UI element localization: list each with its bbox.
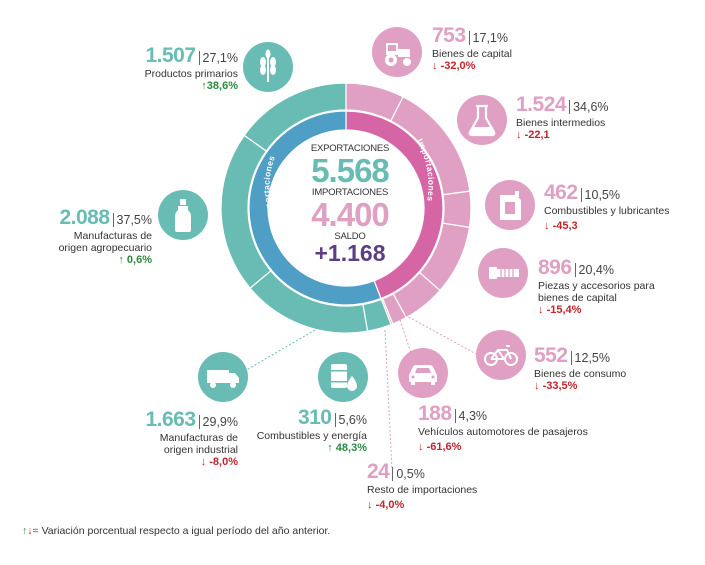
share: 34,6% (569, 100, 609, 114)
legend-text: Variación porcentual respecto a igual pe… (41, 525, 331, 537)
saldo-value: +1.168 (314, 240, 386, 266)
label-bienes-consumo: 552 12,5% Bienes de consumo ↓ -33,5% (534, 344, 626, 393)
value: 1.663 (145, 408, 196, 431)
share: 4,3% (454, 409, 488, 423)
label-vehiculos: 188 4,3% Vehículos automotores de pasajer… (418, 402, 588, 454)
wheat-icon (243, 42, 293, 92)
arrow-up-icon: ↑ (22, 525, 28, 537)
category-name: Combustibles y lubricantes (544, 205, 670, 218)
category-name-line1: Piezas y accesorios para (538, 280, 655, 293)
label-moi: 1.663 29,9% Manufacturas de origen indust… (130, 408, 238, 469)
label-combustibles-energia: 310 5,6% Combustibles y energía ↑ 48,3% (255, 406, 367, 455)
connector-line (404, 314, 479, 356)
truck-icon (198, 352, 248, 402)
arrow-down-icon: ↓ (367, 499, 376, 512)
share: 27,1% (198, 51, 238, 65)
label-productos-primarios: 1.507 27,1% Productos primarios ↑38,6% (130, 44, 238, 93)
imports-caption: IMPORTACIONES (311, 187, 389, 198)
car-icon (398, 348, 448, 398)
value: 188 (418, 402, 452, 425)
variation: -45,3 (552, 220, 578, 233)
label-moa: 2.088 37,5% Manufacturas de origen agrope… (48, 206, 152, 267)
screw-icon (478, 248, 528, 298)
arrow-down-icon: ↓ (27, 525, 33, 537)
value: 1.524 (516, 93, 567, 116)
variation: -15,4% (546, 304, 582, 317)
imports-total: 4.400 (311, 196, 390, 233)
inner-ring-exports (248, 110, 382, 306)
label-combustibles-lubricantes: 462 10,5% Combustibles y lubricantes ↓ -4… (544, 181, 669, 233)
variation: 38,6% (206, 80, 238, 93)
category-name: Bienes de consumo (534, 368, 627, 381)
category-name: Vehículos automotores de pasajeros (418, 426, 588, 439)
arrow-down-icon: ↓ (200, 456, 210, 469)
label-piezas-accesorios: 896 20,4% Piezas y accesorios para bienes… (538, 256, 655, 317)
variation: -4,0% (375, 499, 405, 512)
category-name: Productos primarios (144, 68, 238, 81)
variation: -33,5% (542, 380, 578, 393)
value: 552 (534, 344, 568, 367)
arrow-down-icon: ↓ (418, 441, 427, 454)
value: 24 (367, 460, 390, 483)
category-name-line1: Manufacturas de (73, 230, 152, 243)
bicycle-icon (476, 330, 526, 380)
category-name: Bienes intermedios (516, 117, 606, 130)
share: 37,5% (112, 213, 152, 227)
arrow-down-icon: ↓ (544, 220, 553, 233)
arrow-down-icon: ↓ (516, 129, 525, 142)
share: 10,5% (580, 188, 620, 202)
value: 2.088 (59, 206, 110, 229)
variation: -32,0% (440, 60, 476, 73)
value: 753 (432, 24, 466, 47)
variation: -22,1 (524, 129, 550, 142)
connector-line (384, 329, 393, 471)
category-name-line2: origen agropecuario (58, 242, 152, 255)
slice-exports-0 (243, 82, 347, 152)
label-bienes-intermedios: 1.524 34,6% Bienes intermedios ↓ -22,1 (516, 93, 609, 142)
arrow-down-icon: ↓ (432, 60, 441, 73)
variation: 0,6% (126, 254, 152, 267)
category-name: Bienes de capital (432, 48, 512, 61)
share: 12,5% (570, 351, 610, 365)
category-name-line2: bienes de capital (538, 292, 617, 305)
arrow-down-icon: ↓ (534, 380, 543, 393)
variation: -61,6% (426, 441, 462, 454)
category-name-line2: origen industrial (163, 444, 238, 457)
variation: 48,3% (335, 442, 367, 455)
arrow-up-icon: ↑ (327, 442, 336, 455)
footer-legend: ↑↓= Variación porcentual respecto a igua… (22, 525, 330, 537)
slice-imports-2 (442, 190, 472, 229)
share: 0,5% (392, 467, 425, 481)
saldo-caption: SALDO (334, 231, 366, 242)
value: 310 (297, 406, 332, 429)
value: 462 (544, 181, 578, 204)
exports-total: 5.568 (311, 152, 390, 189)
value: 1.507 (145, 44, 196, 67)
variation: -8,0% (209, 456, 238, 469)
value: 896 (538, 256, 572, 279)
connector-line (242, 329, 316, 373)
exports-caption: EXPORTACIONES (310, 143, 390, 154)
category-name: Resto de importaciones (367, 484, 478, 497)
share: 5,6% (334, 413, 367, 427)
arrow-up-icon: ↑ (118, 254, 127, 267)
category-name-line1: Manufacturas de (159, 432, 238, 445)
category-name: Combustibles y energía (256, 430, 367, 443)
share: 17,1% (468, 31, 508, 45)
arrow-down-icon: ↓ (538, 304, 547, 317)
label-bienes-capital: 753 17,1% Bienes de capital ↓ -32,0% (432, 24, 512, 73)
bottle-icon (158, 190, 208, 240)
label-resto-importaciones: 24 0,5% Resto de importaciones ↓ -4,0% (367, 460, 477, 512)
tractor-icon (372, 27, 422, 77)
jerrycan-icon (485, 180, 535, 230)
legend-equals: = (32, 525, 39, 537)
share: 29,9% (198, 415, 238, 429)
flask-icon (457, 95, 507, 145)
oil-barrel-icon (318, 352, 368, 402)
center-summary: EXPORTACIONES 5.568 IMPORTACIONES 4.400 … (290, 143, 410, 265)
share: 20,4% (574, 263, 614, 277)
arrow-up-icon: ↑ (201, 80, 207, 93)
